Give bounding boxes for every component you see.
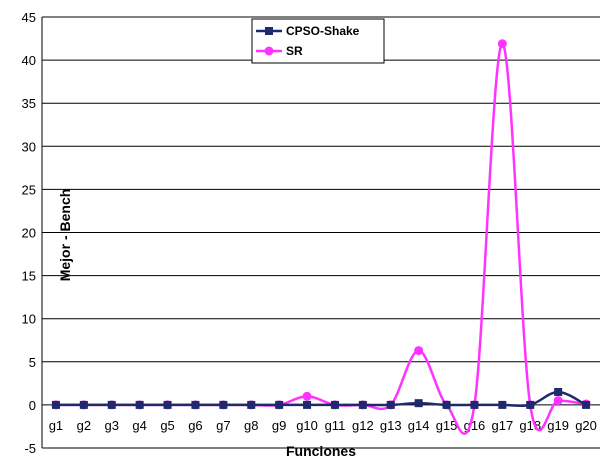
y-tick-label: 5 xyxy=(29,355,36,370)
x-tick-label: g12 xyxy=(352,418,374,433)
data-point-sr xyxy=(497,39,507,49)
x-tick-label: g10 xyxy=(296,418,318,433)
x-tick-label: g17 xyxy=(491,418,513,433)
x-tick-label: g4 xyxy=(132,418,146,433)
x-axis-label: Funciones xyxy=(286,443,356,459)
y-tick-label: 15 xyxy=(22,269,36,284)
data-point-cpso-shake xyxy=(51,400,60,409)
y-axis-label: Mejor - Bench xyxy=(57,189,73,282)
legend-marker-cpso-shake xyxy=(265,27,273,35)
series-line-sr xyxy=(55,42,587,435)
legend-items: CPSO-Shake SR xyxy=(256,24,360,58)
y-tick-label: -5 xyxy=(24,441,36,456)
legend: CPSO-Shake SR xyxy=(251,18,385,64)
data-point-cpso-shake xyxy=(275,400,284,409)
data-point-cpso-shake xyxy=(414,399,423,408)
x-tick-label: g9 xyxy=(272,418,286,433)
data-point-cpso-shake xyxy=(498,400,507,409)
data-point-cpso-shake xyxy=(219,400,228,409)
data-point-cpso-shake xyxy=(163,400,172,409)
data-point-cpso-shake xyxy=(303,400,312,409)
x-tick-label: g1 xyxy=(49,418,63,433)
data-point-sr xyxy=(302,391,312,401)
data-point-cpso-shake xyxy=(442,400,451,409)
legend-marker-sr xyxy=(264,46,274,56)
x-tick-label: g7 xyxy=(216,418,230,433)
x-tick-labels: g1 g2 g3 g4 g5 g6 g7 g8 g9 g10 g11 g12 g13 g14 g15 g16 g… xyxy=(49,418,597,433)
y-tick-label: 40 xyxy=(22,53,36,68)
data-point-cpso-shake xyxy=(582,400,591,409)
y-tick-label: 30 xyxy=(22,139,36,154)
x-tick-label: g19 xyxy=(547,418,569,433)
x-tick-label: g15 xyxy=(436,418,458,433)
x-tick-label: g5 xyxy=(160,418,174,433)
data-point-cpso-shake xyxy=(526,400,535,409)
data-point-sr xyxy=(553,396,563,406)
x-tick-label: g11 xyxy=(325,418,346,433)
x-tick-label: g6 xyxy=(188,418,202,433)
series-group xyxy=(51,39,591,435)
data-point-cpso-shake xyxy=(330,400,339,409)
data-point-cpso-shake xyxy=(554,387,563,396)
y-tick-label: 45 xyxy=(22,10,36,25)
x-tick-label: g8 xyxy=(244,418,258,433)
y-tick-label: 10 xyxy=(22,312,36,327)
y-tick-labels: -5 0 5 10 15 20 25 30 35 40 45 xyxy=(22,10,36,456)
data-point-cpso-shake xyxy=(470,400,479,409)
x-tick-label: g14 xyxy=(408,418,430,433)
data-point-cpso-shake xyxy=(135,400,144,409)
y-tick-label: 0 xyxy=(29,398,36,413)
y-tick-label: 20 xyxy=(22,226,36,241)
data-point-cpso-shake xyxy=(107,400,116,409)
legend-box xyxy=(251,18,385,64)
data-point-cpso-shake xyxy=(247,400,256,409)
data-point-cpso-shake xyxy=(358,400,367,409)
x-tick-label: g3 xyxy=(105,418,119,433)
x-tick-label: g18 xyxy=(519,418,541,433)
y-tick-label: 25 xyxy=(22,182,36,197)
x-tick-label: g13 xyxy=(380,418,402,433)
grid-lines xyxy=(41,16,600,449)
data-point-sr xyxy=(414,346,424,356)
legend-label-cpso-shake: CPSO-Shake xyxy=(286,24,360,38)
data-point-cpso-shake xyxy=(79,400,88,409)
data-point-cpso-shake xyxy=(386,400,395,409)
x-tick-label: g20 xyxy=(575,418,597,433)
x-tick-label: g2 xyxy=(77,418,91,433)
data-point-cpso-shake xyxy=(191,400,200,409)
legend-label-sr: SR xyxy=(286,44,303,58)
y-tick-label: 35 xyxy=(22,96,36,111)
